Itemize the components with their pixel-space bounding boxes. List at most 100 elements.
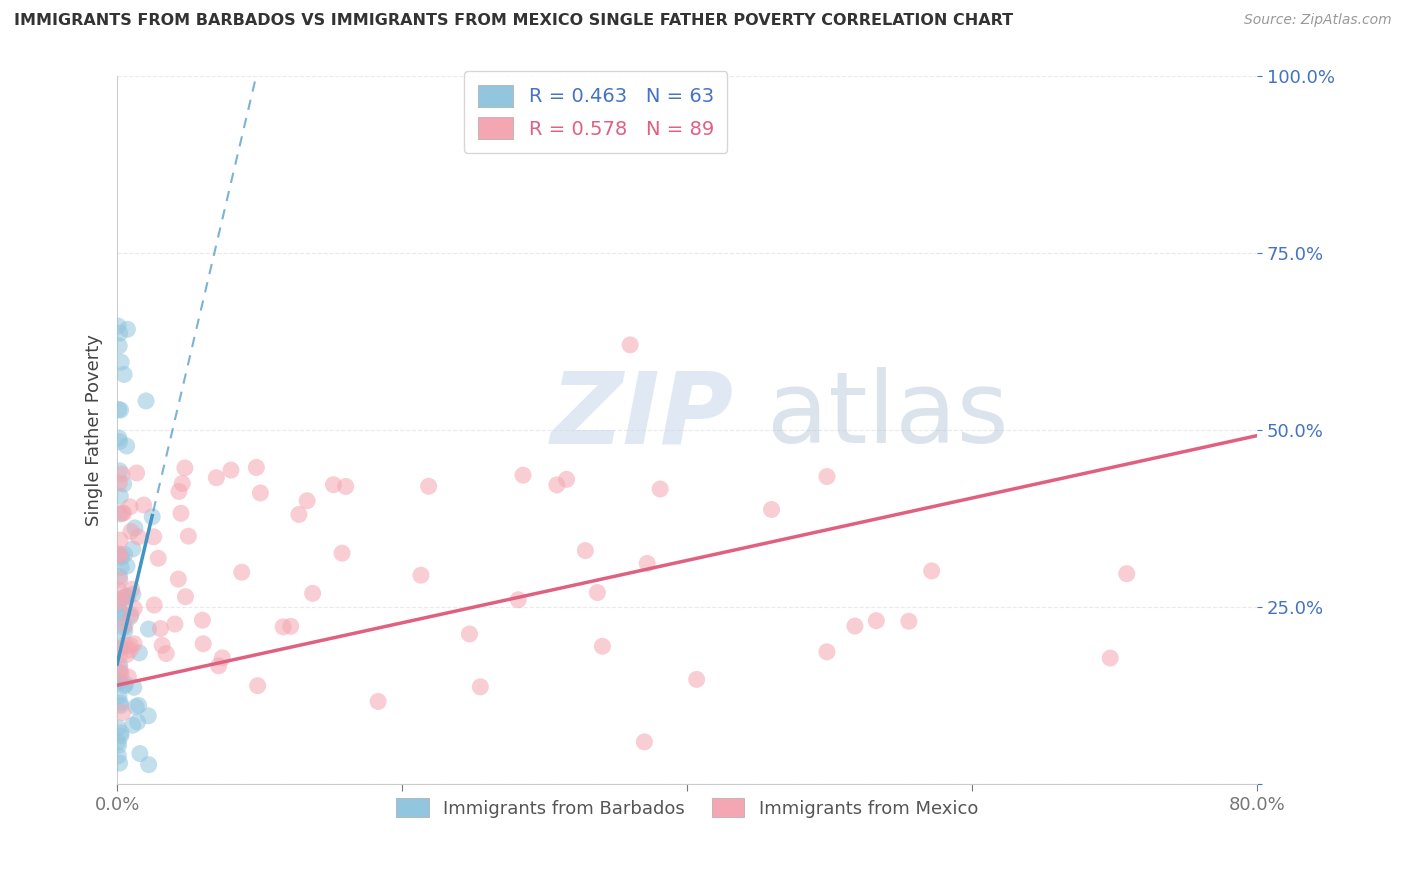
Point [1115,566,1137,581]
Point [865,614,887,628]
Point [122,637,145,651]
Point [115,559,138,574]
Point [219,463,242,477]
Point [135,393,157,408]
Point [650,482,672,496]
Point [418,479,440,493]
Point [128,646,150,660]
Point [121,718,143,732]
Point [108,665,131,680]
Point [120,609,142,624]
Point [110,550,132,565]
Point [138,757,160,772]
Point [815,645,838,659]
Point [120,643,142,657]
Point [335,479,357,493]
Point [120,607,142,622]
Point [107,735,129,749]
Point [108,434,131,449]
Point [127,714,149,729]
Point [110,696,132,710]
Point [619,338,641,352]
Point [128,747,150,761]
Point [148,551,170,566]
Point [141,509,163,524]
Point [107,673,129,688]
Legend: Immigrants from Barbados, Immigrants from Mexico: Immigrants from Barbados, Immigrants fro… [389,791,986,825]
Point [177,529,200,543]
Point [138,622,160,636]
Point [591,639,613,653]
Point [155,647,177,661]
Y-axis label: Single Father Poverty: Single Father Poverty [86,334,103,526]
Point [108,476,131,491]
Text: IMMIGRANTS FROM BARBADOS VS IMMIGRANTS FROM MEXICO SINGLE FATHER POVERTY CORRELA: IMMIGRANTS FROM BARBADOS VS IMMIGRANTS F… [14,13,1014,29]
Point [120,639,142,653]
Point [1099,651,1122,665]
Point [280,619,302,633]
Point [112,368,135,382]
Text: ZIP: ZIP [550,368,734,465]
Point [508,592,530,607]
Point [107,721,129,735]
Point [110,560,132,574]
Point [107,592,129,607]
Point [127,530,149,544]
Point [107,319,129,334]
Point [108,657,131,672]
Point [108,689,131,703]
Point [685,673,707,687]
Point [761,502,783,516]
Point [124,521,146,535]
Point [815,469,838,483]
Point [512,468,534,483]
Point [174,590,197,604]
Point [111,506,134,520]
Point [110,666,132,681]
Point [108,573,131,587]
Point [249,486,271,500]
Point [112,621,135,635]
Point [108,339,131,353]
Point [108,549,131,563]
Point [246,679,269,693]
Point [128,698,150,713]
Point [295,493,318,508]
Point [245,460,267,475]
Point [117,670,139,684]
Point [150,638,173,652]
Point [108,674,131,689]
Point [108,595,131,609]
Point [231,566,253,580]
Point [167,572,190,586]
Point [844,619,866,633]
Point [110,355,132,369]
Point [132,498,155,512]
Point [586,585,609,599]
Point [301,586,323,600]
Point [107,547,129,561]
Point [114,638,136,652]
Text: atlas: atlas [766,368,1008,465]
Point [143,598,166,612]
Point [108,569,131,583]
Point [115,589,138,603]
Point [108,662,131,676]
Point [208,658,231,673]
Point [115,648,138,662]
Point [120,524,142,539]
Point [122,681,145,695]
Point [170,506,193,520]
Point [110,611,132,625]
Point [110,725,132,739]
Point [118,500,141,514]
Point [107,748,129,763]
Point [470,680,492,694]
Point [367,694,389,708]
Point [205,471,228,485]
Point [409,568,432,582]
Point [136,708,159,723]
Point [193,637,215,651]
Point [108,606,131,620]
Point [149,622,172,636]
